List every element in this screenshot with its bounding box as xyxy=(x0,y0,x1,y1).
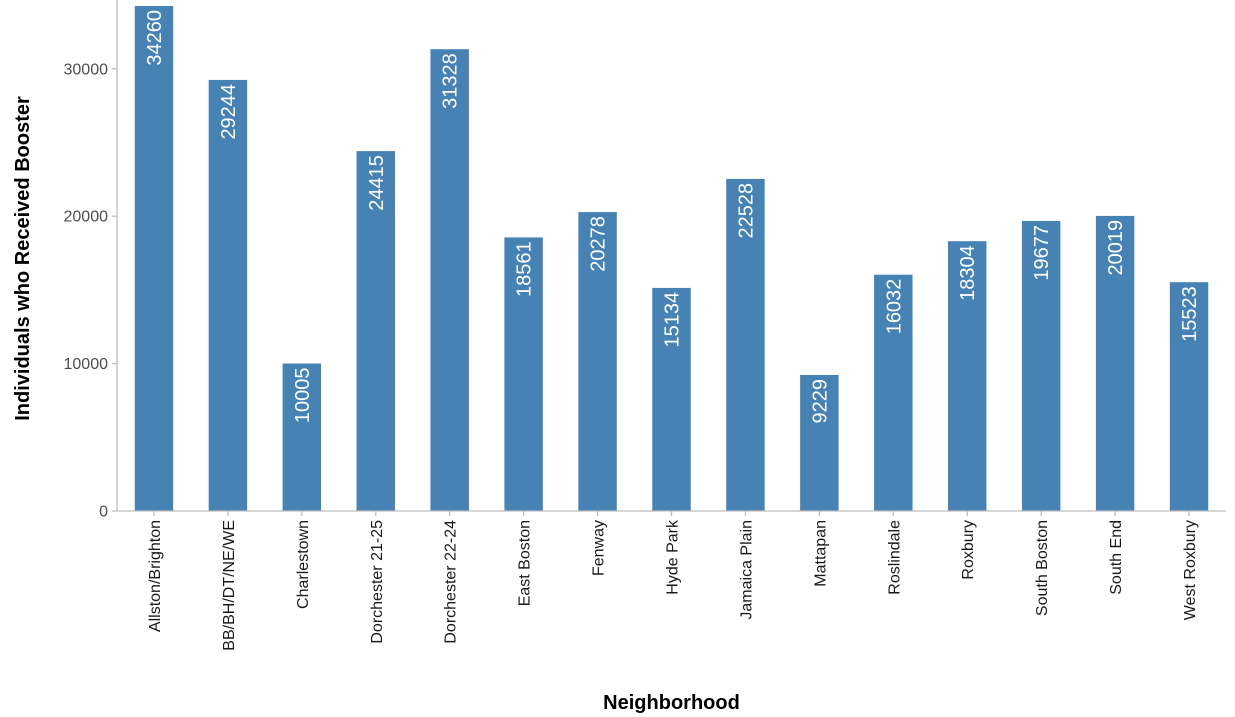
bar-value-label: 34260 xyxy=(144,10,166,66)
x-tick-label: Mattapan xyxy=(812,520,829,587)
x-tick-label: BB/BH/DT/NE/WE xyxy=(221,520,238,651)
bar xyxy=(504,237,543,511)
bar-value-label: 18561 xyxy=(514,241,536,297)
y-tick-label: 20000 xyxy=(64,209,109,226)
bar xyxy=(1169,282,1209,511)
x-tick-label: South End xyxy=(1108,520,1125,595)
bar-value-label: 18304 xyxy=(957,245,979,301)
bar-value-label: 20019 xyxy=(1105,220,1127,276)
bar-value-label: 10005 xyxy=(292,368,314,424)
y-axis-ticks: 0 10000 20000 30000 xyxy=(64,61,117,521)
bar xyxy=(652,287,691,511)
bar xyxy=(726,178,765,511)
bar xyxy=(948,241,987,511)
bar xyxy=(874,274,913,511)
x-tick-label: Jamaica Plain xyxy=(738,520,755,620)
x-tick-label: Fenway xyxy=(591,520,608,576)
bar xyxy=(356,151,395,511)
bar-value-label: 9229 xyxy=(809,379,831,424)
x-tick-label: South Boston xyxy=(1034,520,1051,616)
bar xyxy=(800,374,839,511)
bar xyxy=(208,79,248,511)
bar xyxy=(1095,215,1135,511)
bar-value-label: 22528 xyxy=(735,183,757,239)
bar-value-label: 19677 xyxy=(1031,225,1053,281)
bar-value-label: 31328 xyxy=(440,53,462,109)
x-tick-label: Dorchester 21-25 xyxy=(369,520,386,644)
bar xyxy=(578,212,617,511)
y-tick-label: 10000 xyxy=(64,356,109,373)
x-tick-label: Allston/Brighton xyxy=(147,520,164,632)
x-tick-label: Dorchester 22-24 xyxy=(443,520,460,644)
bar-value-label: 20278 xyxy=(588,216,610,272)
bar-value-label: 16032 xyxy=(883,279,905,335)
bar xyxy=(1021,220,1061,511)
x-tick-label: Hyde Park xyxy=(665,519,682,595)
x-tick-label: Roxbury xyxy=(960,520,977,580)
x-tick-label: Roslindale xyxy=(886,520,903,595)
bar-value-label: 15134 xyxy=(662,292,684,348)
y-tick-label: 30000 xyxy=(64,61,109,78)
x-axis-title: Neighborhood xyxy=(603,692,740,714)
x-axis-ticks: Allston/Brighton BB/BH/DT/NE/WE Charlestow… xyxy=(147,511,1199,651)
y-axis-title: Individuals who Received Booster xyxy=(12,96,34,421)
x-tick-label: East Boston xyxy=(517,520,534,606)
x-tick-label: Charlestown xyxy=(295,520,312,609)
x-tick-label: West Roxbury xyxy=(1182,520,1199,620)
bar xyxy=(282,363,322,511)
bar-value-label: 15523 xyxy=(1179,286,1201,342)
bar-value-label: 29244 xyxy=(218,84,240,140)
y-tick-label: 0 xyxy=(99,504,108,521)
bar-value-label: 24415 xyxy=(366,155,388,211)
bar xyxy=(430,49,469,512)
bar xyxy=(134,6,174,511)
plot-area: 34260 29244 10005 24415 31328 18561 20278 15134… xyxy=(134,6,1209,512)
